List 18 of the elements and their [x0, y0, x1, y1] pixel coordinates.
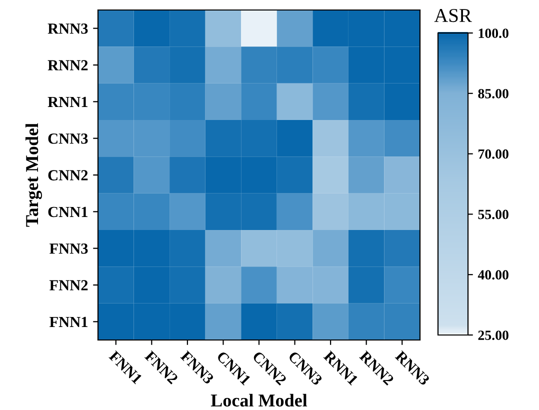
- y-tick-label: FNN2: [50, 280, 88, 290]
- y-tick-label: FNN3: [50, 244, 88, 254]
- y-tick-label: CNN2: [48, 170, 88, 180]
- y-tick-label: RNN1: [48, 96, 88, 107]
- y-axis-title: Target Model: [25, 123, 42, 227]
- color-bar-label: 70.00: [478, 149, 508, 159]
- x-axis-title: Local Model: [210, 394, 308, 407]
- y-tick-label: FNN1: [50, 316, 88, 327]
- y-tick-label: RNN3: [48, 24, 88, 34]
- y-tick-label: RNN2: [48, 60, 88, 70]
- color-bar-label: 40.00: [478, 270, 508, 280]
- y-tick-label: CNN3: [48, 134, 88, 144]
- y-tick-label: CNN1: [48, 206, 88, 218]
- color-bar-title: ASR: [434, 9, 472, 22]
- color-bar-label: 25.00: [478, 330, 508, 340]
- color-bar-label: 100.0: [478, 28, 508, 38]
- color-bar-label: 85.00: [478, 88, 508, 98]
- color-bar-label: 55.00: [478, 210, 508, 220]
